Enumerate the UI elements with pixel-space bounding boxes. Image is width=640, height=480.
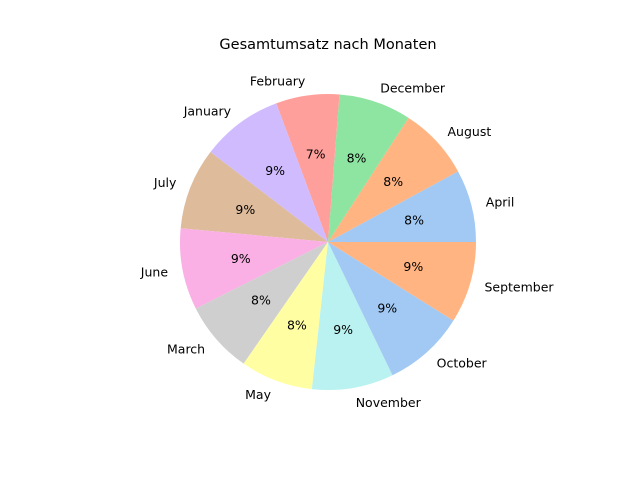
pie-slice-july: [180, 152, 328, 242]
category-label-august: August: [448, 124, 492, 139]
percent-label-october: 9%: [377, 301, 397, 316]
category-label-may: May: [245, 387, 271, 402]
percent-label-july: 9%: [235, 202, 255, 217]
pie-slice-october: [328, 242, 454, 376]
pie-slice-june: [180, 228, 328, 309]
percent-labels: 8% 8% 8% 7% 9% 9% 9% 8% 8% 9% 9% 9%: [231, 147, 424, 337]
percent-label-december: 8%: [347, 150, 367, 165]
chart-title: Gesamtumsatz nach Monaten: [219, 37, 436, 53]
category-label-january: January: [183, 104, 232, 119]
pie-slice-april: [328, 171, 476, 242]
category-label-december: December: [380, 80, 446, 95]
pie-slices: [180, 94, 476, 390]
percent-label-november: 9%: [333, 322, 353, 337]
category-label-june: June: [140, 265, 169, 280]
percent-label-august: 8%: [383, 174, 403, 189]
category-label-september: September: [484, 279, 554, 294]
pie-slice-january: [210, 103, 328, 242]
percent-label-september: 9%: [403, 259, 423, 274]
pie-slice-march: [195, 242, 328, 364]
percent-label-january: 9%: [265, 163, 285, 178]
percent-label-april: 8%: [404, 213, 424, 228]
category-label-july: July: [153, 175, 177, 190]
category-label-november: November: [356, 395, 422, 410]
pie-slice-august: [328, 117, 459, 242]
percent-label-february: 7%: [306, 147, 326, 162]
category-label-october: October: [437, 356, 488, 371]
category-label-february: February: [250, 73, 306, 88]
pie-slice-december: [328, 94, 409, 242]
category-labels: April August December February January July Ju…: [140, 73, 555, 410]
percent-label-march: 8%: [251, 293, 271, 308]
category-label-april: April: [486, 194, 515, 209]
category-label-march: March: [167, 341, 205, 356]
pie-slice-february: [276, 94, 340, 242]
percent-label-may: 8%: [287, 318, 307, 333]
pie-slice-may: [243, 242, 328, 390]
pie-slice-september: [328, 242, 476, 321]
pie-slice-november: [311, 242, 393, 390]
percent-label-june: 9%: [231, 251, 251, 266]
